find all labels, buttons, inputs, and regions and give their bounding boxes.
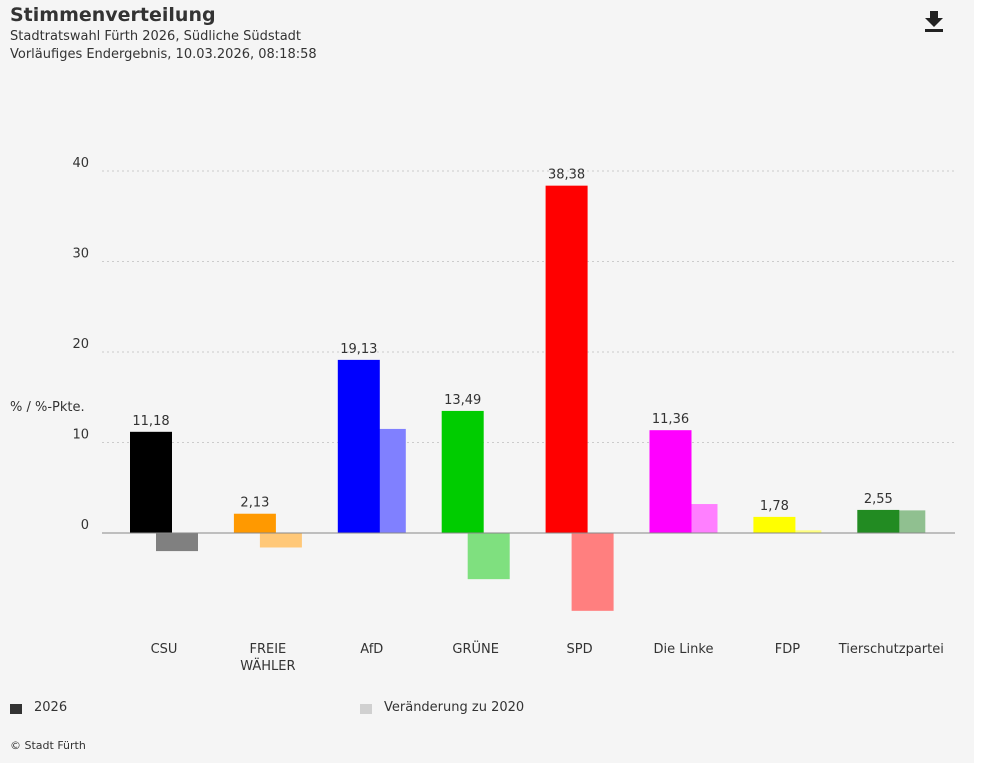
chart-timestamp: Vorläufiges Endergebnis, 10.03.2026, 08:… — [10, 47, 317, 62]
x-tick-label-gr-ne: GRÜNE — [452, 640, 499, 657]
data-label-csu: 11,18 — [132, 414, 169, 429]
bar-2026-afd — [337, 359, 380, 533]
bar-2026-spd — [545, 185, 588, 533]
data-label-fdp: 1,78 — [760, 499, 789, 514]
y-tick-label-30: 30 — [72, 247, 89, 262]
y-tick-label-10: 10 — [72, 428, 89, 443]
bar-chart: 0 10 20 30 40 % / %-Pkte. 11,18 CSU 2,13 FREIEWÄH… — [10, 156, 955, 674]
data-label-freie-w-hler: 2,13 — [240, 496, 269, 511]
legend-label-change: Veränderung zu 2020 — [384, 700, 525, 715]
y-tick-label-0: 0 — [81, 518, 89, 533]
data-label-gr-ne: 13,49 — [444, 393, 481, 408]
bar-2026-die-linke — [649, 430, 692, 533]
data-label-afd: 19,13 — [340, 342, 377, 357]
bar-2026-tierschutzpartei — [857, 509, 900, 533]
bar-change-spd — [571, 533, 614, 611]
data-label-die-linke: 11,36 — [652, 412, 689, 427]
chart-subtitle: Stadtratswahl Fürth 2026, Südliche Südst… — [10, 29, 302, 44]
legend-swatch-2026 — [10, 704, 22, 714]
copyright-credit: © Stadt Fürth — [10, 739, 86, 752]
x-tick-label-tierschutzpartei: Tierschutzpartei — [838, 642, 944, 657]
x-tick-label-afd: AfD — [360, 642, 383, 657]
x-tick-label-die-linke: Die Linke — [654, 642, 714, 657]
x-tick-label-freie-w-hler-2: WÄHLER — [240, 658, 295, 674]
bar-change-fdp — [779, 530, 822, 533]
download-icon — [925, 11, 943, 32]
bar-2026-freie-w-hler — [233, 513, 276, 533]
bar-2026-gr-ne — [441, 410, 484, 533]
data-label-tierschutzpartei: 2,55 — [864, 492, 893, 507]
bar-change-gr-ne — [467, 533, 510, 580]
y-axis-label: % / %-Pkte. — [10, 400, 85, 415]
x-tick-label-spd: SPD — [567, 642, 593, 657]
download-button[interactable] — [921, 8, 947, 34]
y-tick-label-40: 40 — [72, 156, 89, 171]
data-label-spd: 38,38 — [548, 168, 585, 183]
x-tick-label-fdp: FDP — [775, 642, 800, 657]
legend-label-2026: 2026 — [34, 700, 68, 715]
legend-swatch-change — [360, 704, 372, 714]
x-tick-label-csu: CSU — [151, 642, 178, 657]
bar-change-csu — [156, 533, 198, 552]
x-tick-label-freie-w-hler-1: FREIE — [250, 642, 287, 657]
bar-change-freie-w-hler — [259, 533, 302, 548]
y-tick-label-20: 20 — [72, 337, 89, 352]
bar-2026-csu — [130, 431, 172, 533]
bar-2026-fdp — [753, 516, 796, 533]
chart-title: Stimmenverteilung — [10, 4, 216, 26]
